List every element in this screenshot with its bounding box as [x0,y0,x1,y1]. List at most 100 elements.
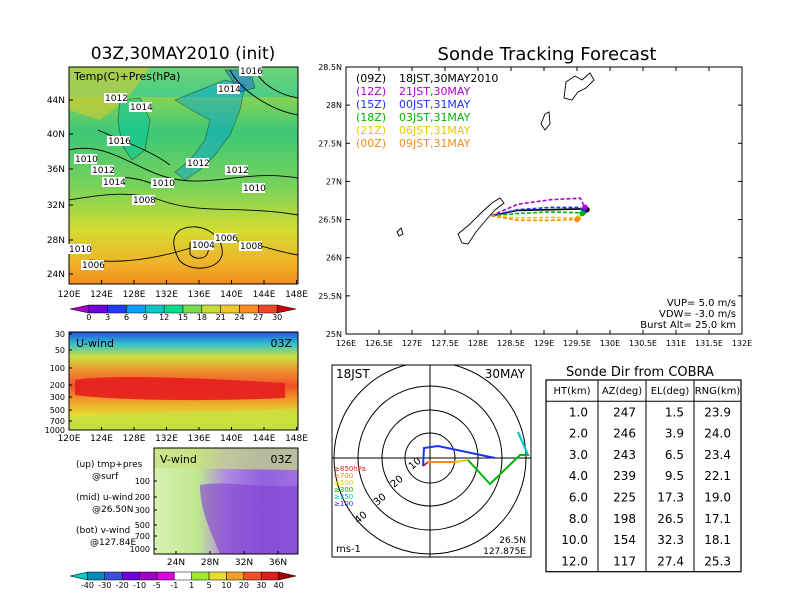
table-header: EL(deg) [651,386,690,397]
legend-code: (12Z) [356,85,386,98]
isobar-label: 1008 [132,195,156,206]
map-lat-ticks: 44N 40N 36N 32N 28N 24N [47,96,73,280]
forecast-param: Burst Alt= 25.0 km [640,320,736,331]
colorbar-swatch [126,304,146,314]
u-wind-lon-ticks: 120E 124E 128E 132E 136E 140E 144E 148E [58,427,308,444]
map-lat-tick: 28N [47,236,65,246]
colorbar-label: 9 [143,313,148,322]
table-cell: 24.0 [704,427,731,441]
panel-note: (up) tmp+pres [76,460,143,470]
map-lat-tick: 24N [47,270,65,280]
colorbar-label: 5 [207,581,212,590]
wind-colorbar: -40 -30 -20 -10 -5 -1 1 5 10 20 30 40 [69,571,297,590]
table-cell: 22.1 [704,469,731,483]
colorbar-swatch [243,571,262,581]
pressure-tick: 100 [50,364,65,373]
forecast-lon-ticks: 126E 126.5E 127E 127.5E 128E 128.5E 129E 129.5E… [336,67,752,348]
isobar-value: 1006 [82,261,105,271]
colorbar-label: -5 [153,581,161,590]
pressure-tick: 300 [50,393,65,402]
sonde-table: HT(km) AZ(deg) EL(deg) RNG(km) 1.0 247 1.5 23.9… [545,379,742,573]
table-row: 2.0 246 3.9 24.0 [569,427,731,441]
table-cell: 3.0 [569,448,588,462]
isobar-value: 1010 [75,155,98,165]
track-line [491,211,583,217]
isobar-value: 1016 [108,137,131,147]
forecast-lat-ticks: 28.5N 28N 27.5N 27N 26.5N 26N 25.5N 25N [318,63,742,339]
legend-code: (00Z) [356,137,386,150]
colorbar-swatch [239,304,259,314]
u-lon-tick: 124E [90,434,113,444]
colorbar-swatch [174,571,192,581]
colorbar-label: 27 [253,313,263,322]
table-cell: 18.1 [704,533,731,547]
colorbar-label: 6 [124,313,129,322]
legend-entry: (18Z) 03JST,31MAY [356,111,471,124]
colorbar-label: 1 [189,581,194,590]
colorbar-swatch [104,571,123,581]
temp-colorbar: 0 3 6 9 12 15 18 21 24 27 30 [69,304,297,322]
map-lat-tick: 40N [47,130,65,140]
table-cell: 198 [613,512,636,526]
v-lat-tick: 28N [201,558,219,568]
colorbar-swatch [107,304,127,314]
legend-entry: (12Z) 21JST,30MAY [356,85,471,98]
pressure-tick: 300 [135,506,150,515]
isobar-value: 1012 [187,159,210,169]
track-endpoint [574,216,580,223]
isobar-label: 1014 [217,84,241,95]
isobar-value: 1010 [243,184,266,194]
table-cell: 2.0 [569,427,588,441]
legend-label: 00JST,31MAY [399,98,471,111]
forecast-lon-tick: 126.5E [365,339,393,348]
isobar-value: 1006 [215,234,238,244]
table-row: 3.0 243 6.5 23.4 [569,448,731,462]
table-cell: 8.0 [569,512,588,526]
isobar-value: 1014 [130,103,153,113]
map-lon-tick: 124E [90,290,113,300]
forecast-lon-tick: 130E [600,339,620,348]
table-cell: 23.9 [704,405,731,419]
forecast-lon-tick: 128.5E [497,339,525,348]
colorbar-swatch [208,571,227,581]
isobar-value: 1014 [103,178,126,188]
forecast-lon-tick: 129.5E [563,339,591,348]
table-row: 4.0 239 9.5 22.1 [569,469,731,483]
table-cell: 10.0 [561,533,588,547]
legend-label: 09JST,31MAY [399,137,471,150]
pressure-tick: 700 [50,417,65,426]
u-wind-time: 03Z [270,337,292,350]
table-cell: 154 [613,533,636,547]
table-cell: 9.5 [665,469,684,483]
forecast-lon-tick: 127.5E [431,339,459,348]
isobar-value: 1008 [240,242,263,252]
forecast-legend: (09Z) 18JST,30MAY2010(12Z) 21JST,30MAY(15Z… [356,72,498,150]
islands [396,72,595,245]
table-title: Sonde Dir from COBRA [566,365,714,380]
track-line [491,206,585,217]
table-cell: 23.4 [704,448,731,462]
colorbar-label: 30 [272,313,282,322]
colorbar-label: 20 [239,581,249,590]
isobar-label: 1012 [186,158,210,169]
colorbar-swatch [87,571,106,581]
forecast-lon-tick: 128E [468,339,488,348]
forecast-lat-tick: 25.5N [318,292,342,301]
polar-lon: 127.875E [483,547,526,557]
level-label: ≥300 [334,486,353,494]
table-cell: 12.0 [561,554,588,568]
map-lon-tick: 136E [188,290,211,300]
panel-note: @127.84E [90,538,136,548]
polar-unit: ms-1 [336,544,361,555]
table-cell: 25.3 [704,554,731,568]
isobar-label: 1010 [74,154,98,165]
forecast-lon-tick: 131.5E [695,339,723,348]
panel-note: (mid) u-wind [76,493,133,503]
map-lon-tick: 120E [58,290,81,300]
isobar-label: 1016 [239,66,263,77]
legend-entry: (00Z) 09JST,31MAY [356,137,471,150]
polar-lat: 26.5N [499,536,526,546]
isobar-label: 1016 [107,136,131,147]
v-wind-panel [153,447,299,555]
